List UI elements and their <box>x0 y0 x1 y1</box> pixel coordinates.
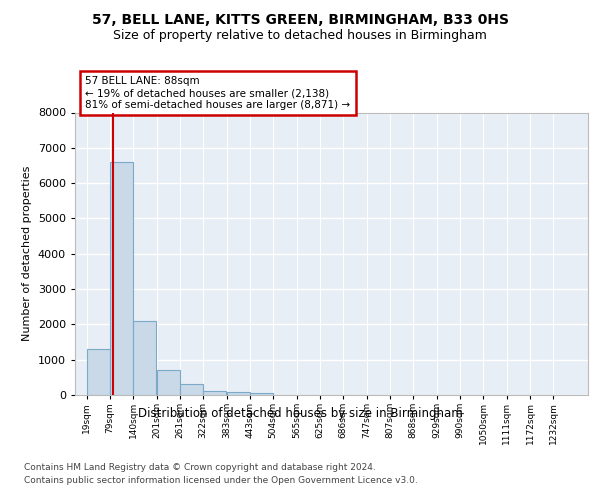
Bar <box>203 391 226 395</box>
Text: Contains public sector information licensed under the Open Government Licence v3: Contains public sector information licen… <box>24 476 418 485</box>
Bar <box>179 384 203 395</box>
Text: 57, BELL LANE, KITTS GREEN, BIRMINGHAM, B33 0HS: 57, BELL LANE, KITTS GREEN, BIRMINGHAM, … <box>91 12 509 26</box>
Bar <box>86 349 110 395</box>
Bar <box>110 162 133 395</box>
Bar <box>133 321 156 395</box>
Text: 57 BELL LANE: 88sqm
← 19% of detached houses are smaller (2,138)
81% of semi-det: 57 BELL LANE: 88sqm ← 19% of detached ho… <box>85 76 350 110</box>
Bar <box>250 393 273 395</box>
Bar <box>227 392 250 395</box>
Text: Distribution of detached houses by size in Birmingham: Distribution of detached houses by size … <box>137 408 463 420</box>
Bar <box>157 370 179 395</box>
Y-axis label: Number of detached properties: Number of detached properties <box>22 166 32 342</box>
Text: Contains HM Land Registry data © Crown copyright and database right 2024.: Contains HM Land Registry data © Crown c… <box>24 462 376 471</box>
Text: Size of property relative to detached houses in Birmingham: Size of property relative to detached ho… <box>113 29 487 42</box>
